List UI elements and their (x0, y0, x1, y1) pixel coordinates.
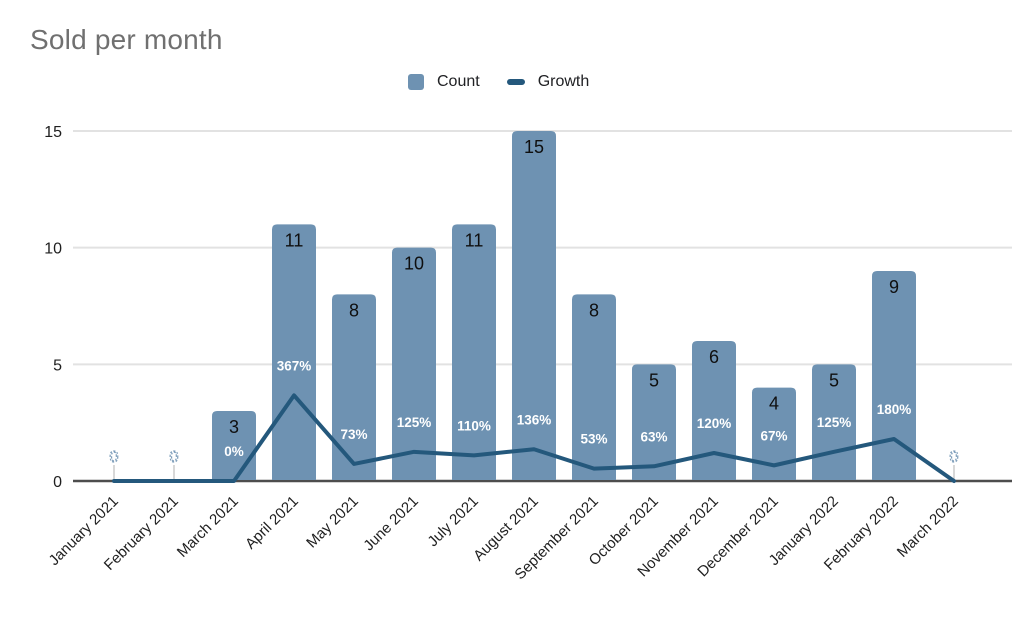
growth-percent-label: 73% (340, 427, 367, 442)
count-bar[interactable] (632, 364, 676, 480)
y-axis-tick-label: 15 (44, 124, 62, 141)
count-bar[interactable] (512, 131, 556, 480)
bar-value-label: 5 (829, 370, 839, 390)
y-axis-tick-label: 10 (44, 241, 62, 258)
growth-percent-label: 367% (277, 358, 312, 373)
bar-value-label: 11 (465, 230, 484, 250)
count-bar[interactable] (272, 224, 316, 480)
y-axis-tick-label: 0 (53, 474, 62, 491)
bar-value-label: 8 (349, 300, 359, 320)
bar-value-label: 9 (889, 277, 899, 297)
x-axis-label: June 2021 (360, 493, 422, 555)
x-axis-label: May 2021 (303, 493, 362, 552)
bar-value-label: 10 (404, 254, 424, 274)
bar-value-label: 4 (769, 394, 779, 414)
count-bar[interactable] (392, 247, 436, 480)
legend-count-label: Count (437, 73, 480, 90)
bar-value-label: 15 (524, 137, 544, 157)
x-axis-label: July 2021 (424, 493, 481, 550)
growth-percent-label: 136% (517, 412, 552, 427)
count-bar[interactable] (452, 224, 496, 480)
legend-item-growth[interactable]: Growth (506, 73, 590, 91)
chart-legend: Count Growth (408, 73, 589, 91)
bar-value-label: 5 (649, 370, 659, 390)
bar-value-label: 11 (285, 230, 304, 250)
growth-percent-label: 110% (457, 418, 491, 433)
growth-percent-label: 125% (397, 415, 432, 430)
legend-growth-label: Growth (537, 73, 590, 90)
growth-percent-label: 67% (760, 428, 787, 443)
zero-value-label: 0 (950, 449, 959, 466)
legend-item-count[interactable]: Count (408, 73, 480, 91)
count-series-swatch-icon (408, 74, 424, 90)
growth-percent-label: 0% (224, 444, 244, 459)
growth-percent-label: 120% (697, 416, 732, 431)
chart-title: Sold per month (30, 24, 223, 55)
growth-line[interactable] (112, 393, 956, 483)
growth-percent-label: 180% (877, 402, 912, 417)
bar-value-label: 8 (589, 300, 599, 320)
x-axis-label: March 2022 (894, 493, 962, 561)
growth-series-swatch-icon (506, 79, 525, 85)
count-bar[interactable] (872, 271, 916, 480)
count-bar[interactable] (572, 294, 616, 480)
growth-percent-label: 125% (817, 415, 852, 430)
count-bar[interactable] (692, 341, 736, 480)
x-axis-label: April 2021 (242, 493, 302, 553)
bar-value-label: 3 (229, 417, 239, 437)
x-axis-label: March 2021 (174, 493, 242, 561)
zero-value-label: 0 (110, 449, 119, 466)
bar-value-label: 6 (709, 347, 719, 367)
y-axis-tick-label: 5 (53, 357, 62, 374)
count-bar[interactable] (332, 294, 376, 480)
growth-percent-label: 63% (640, 429, 667, 444)
growth-percent-label: 53% (580, 432, 607, 447)
zero-value-label: 0 (170, 449, 179, 466)
count-bar[interactable] (752, 387, 796, 480)
